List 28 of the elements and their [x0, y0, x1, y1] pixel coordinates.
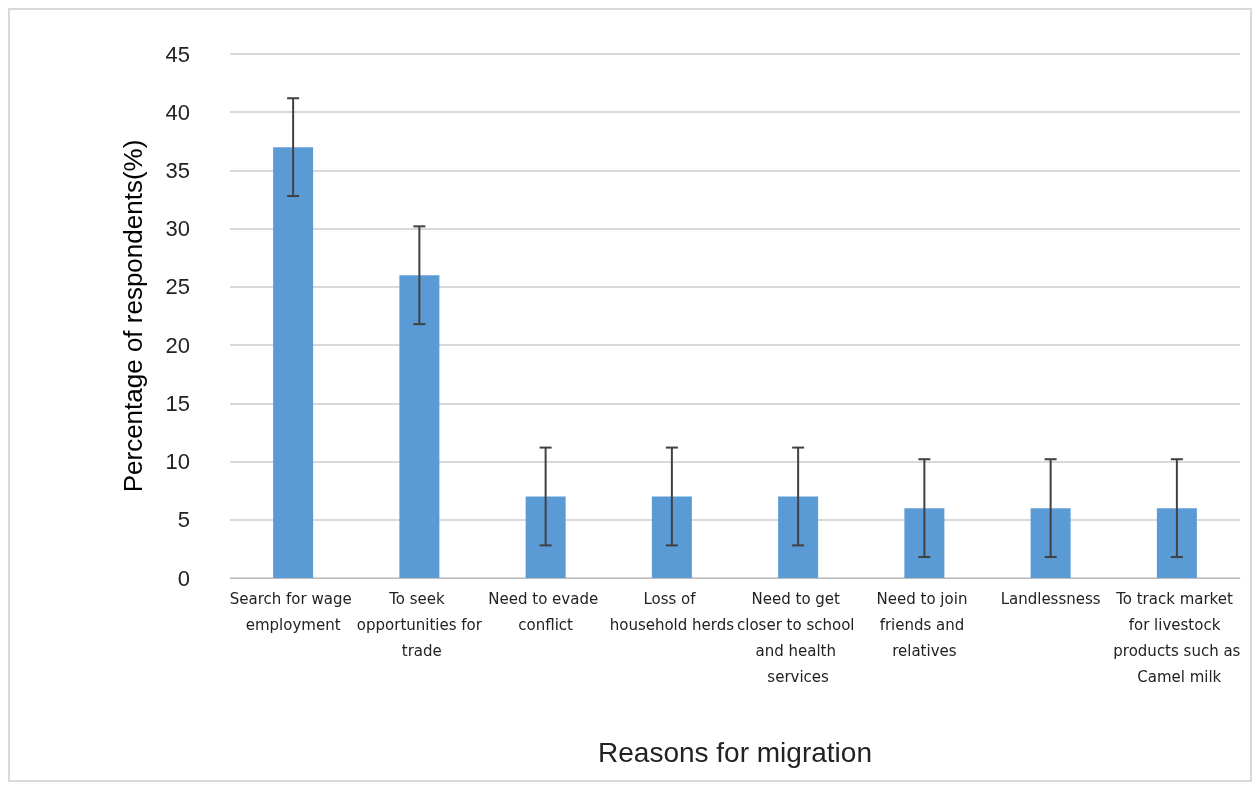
bar [778, 496, 819, 578]
y-tick-label: 10 [165, 449, 190, 475]
y-tick-label: 40 [165, 99, 190, 125]
x-tick-label: Search for wage employment [229, 590, 357, 634]
y-tick-label: 5 [177, 507, 190, 533]
x-tick-label: To seek opportunities for trade [356, 590, 483, 660]
bar [399, 275, 440, 578]
y-tick-label: 0 [177, 565, 190, 591]
y-tick-label: 30 [165, 216, 190, 242]
x-tick-label: To track market for livestock products such as Camel milk [1113, 590, 1241, 686]
x-tick-label: Landlessness [1000, 590, 1101, 608]
bar [1030, 508, 1071, 578]
x-tick-label: Need to join friends and relatives [876, 590, 973, 660]
x-tick-label: Need to evade conflict [488, 590, 603, 634]
y-tick-label: 20 [165, 332, 190, 358]
bar [525, 496, 566, 578]
x-tick-label: Loss of household herds [609, 590, 735, 634]
x-axis-title: Reasons for migration [598, 736, 872, 768]
x-tick-label: Need to get closer to school and health services [736, 590, 860, 686]
bar [273, 147, 314, 578]
y-tick-label: 35 [165, 157, 190, 183]
y-tick-label: 15 [165, 390, 190, 416]
bar [1156, 508, 1197, 578]
y-tick-label: 25 [165, 274, 190, 300]
bar [651, 496, 692, 578]
y-tick-label: 45 [165, 41, 190, 67]
bar [904, 508, 945, 578]
y-axis-title: Percentage of respondents(%) [118, 139, 148, 493]
